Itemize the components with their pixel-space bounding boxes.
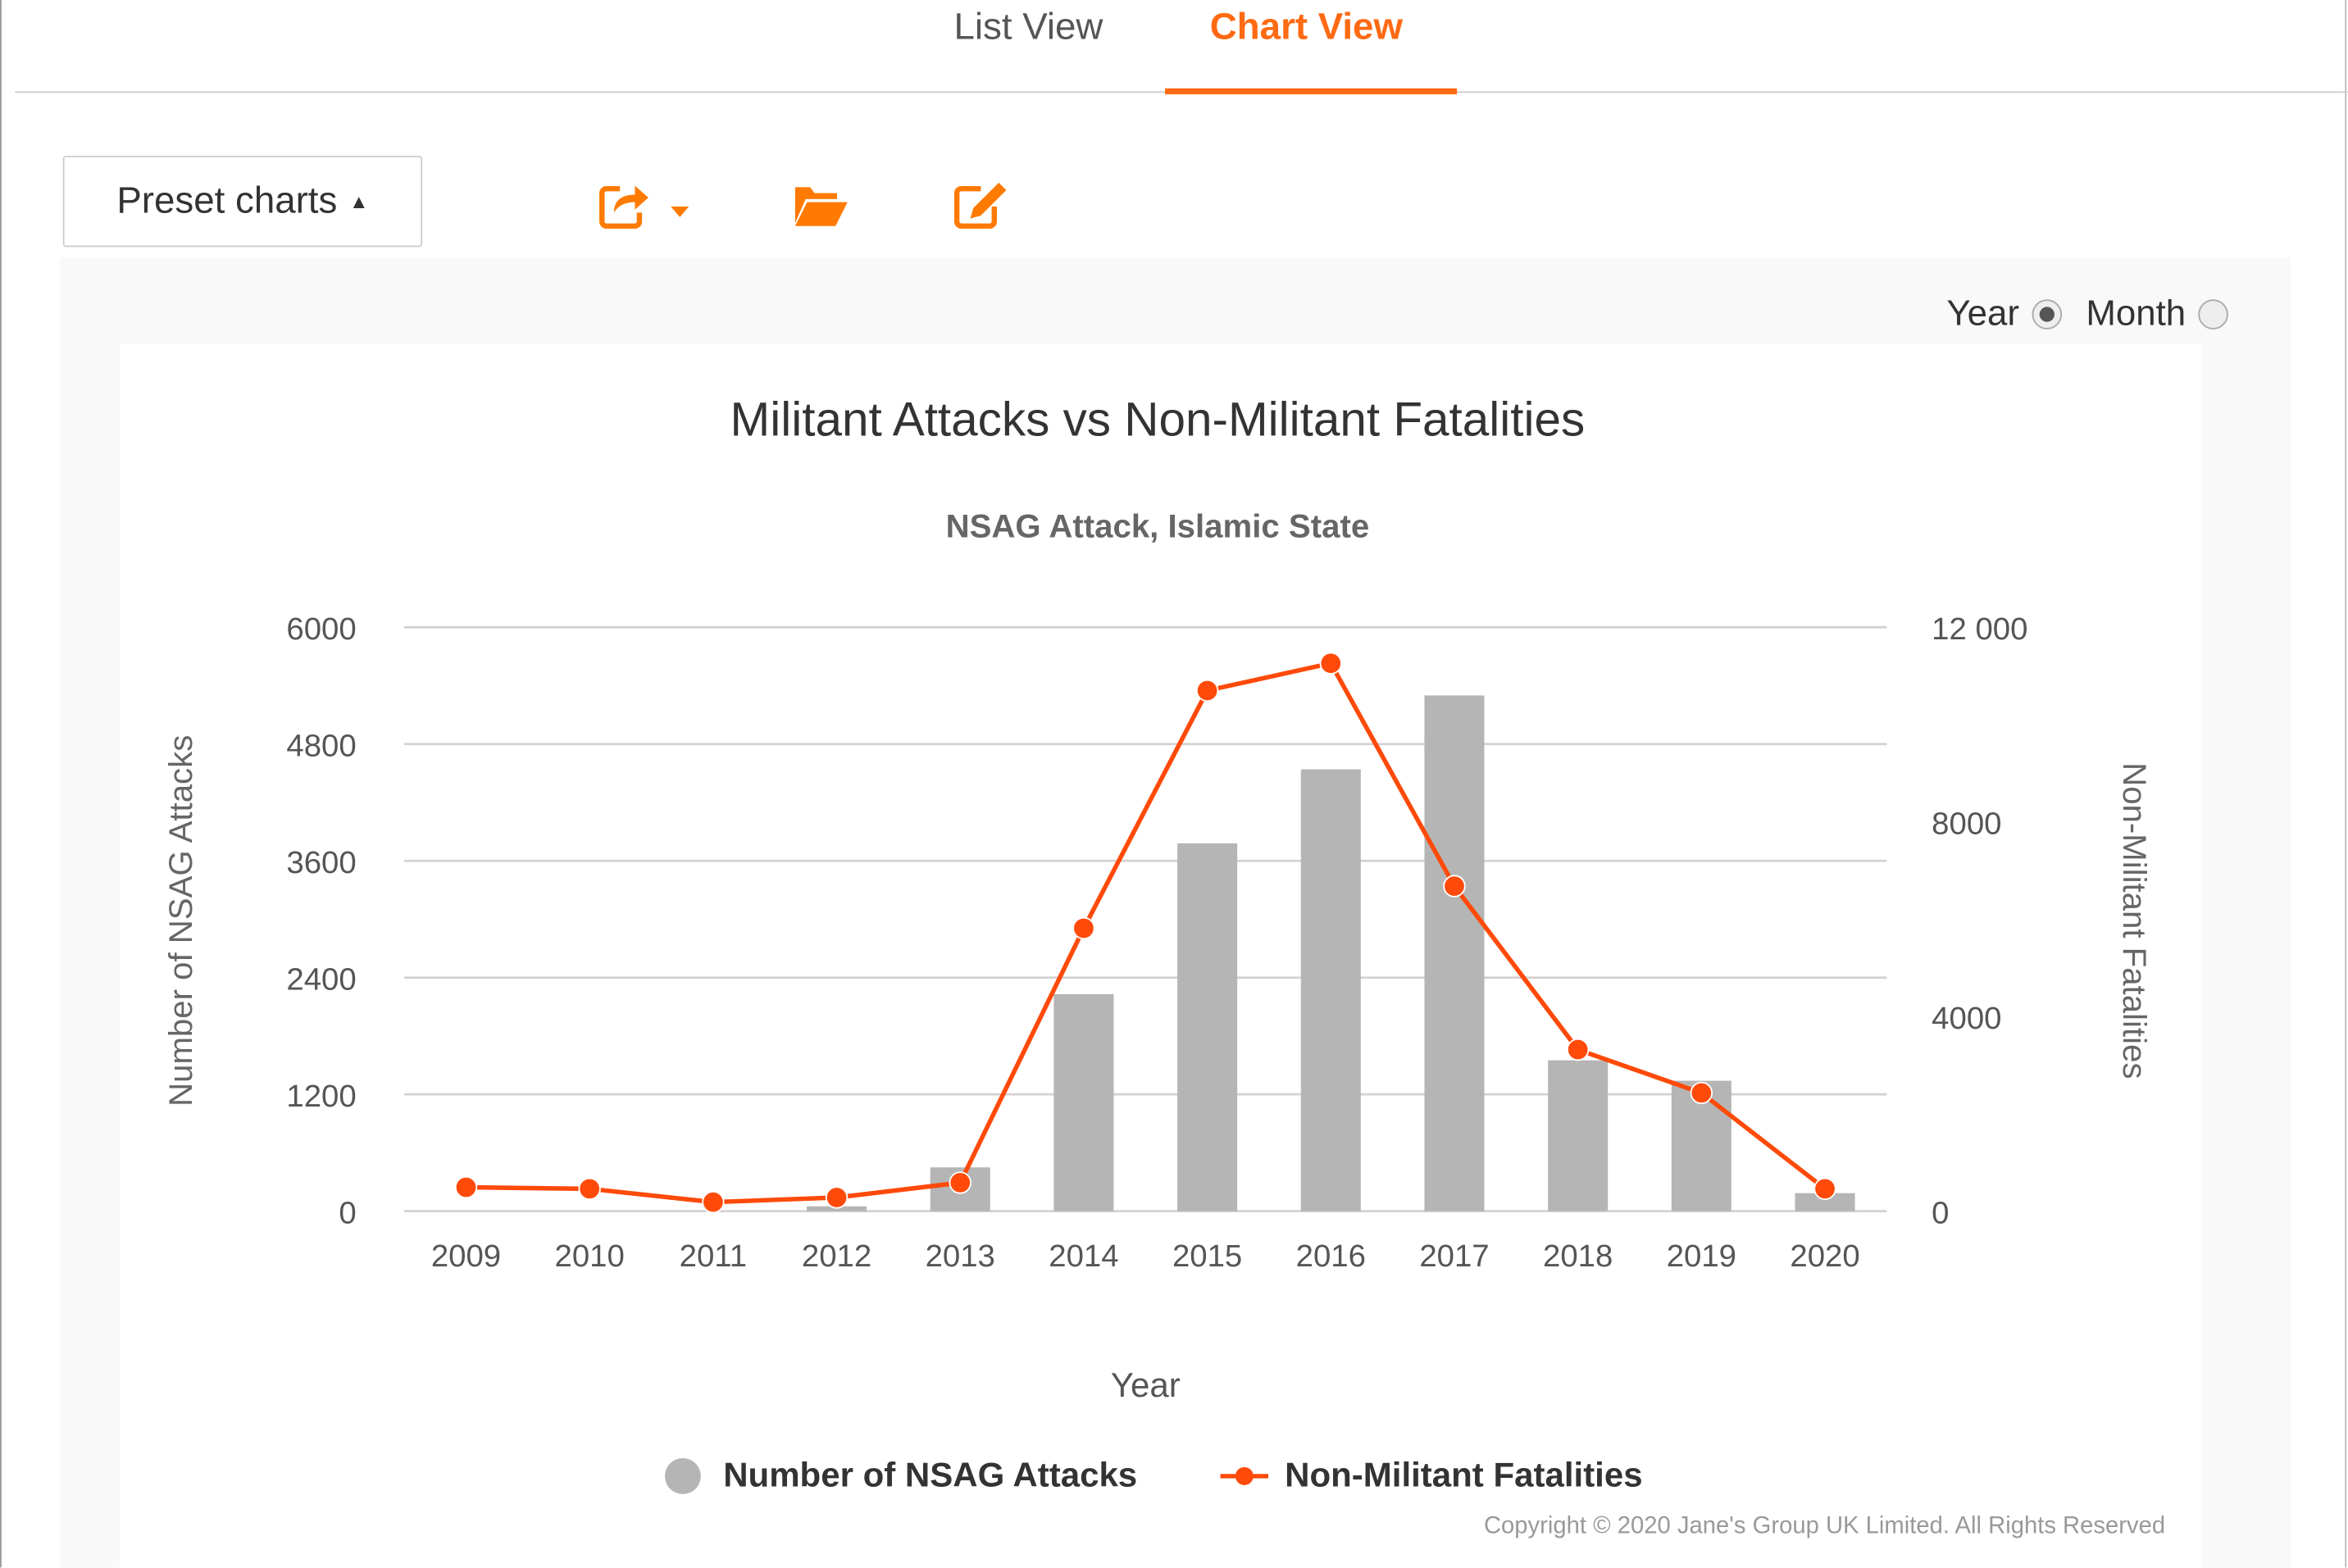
legend-label-fatalities: Non-Militant Fatalities [1285, 1455, 1643, 1494]
y-tick-label: 0 [339, 1195, 356, 1230]
x-axis-title: Year [1111, 1366, 1181, 1404]
month-radio[interactable] [2197, 299, 2228, 330]
y-tick-label: 3600 [286, 845, 356, 880]
x-tick-label: 2012 [802, 1238, 871, 1274]
y-tick-label: 6000 [286, 611, 356, 647]
caret-up-icon: ▲ [348, 189, 369, 213]
fatalities-point [1072, 916, 1095, 940]
bar [1053, 993, 1114, 1211]
share-button[interactable] [599, 180, 701, 238]
fatalities-point [702, 1190, 725, 1214]
period-month-option[interactable]: Month [2086, 293, 2228, 335]
fatalities-point [1566, 1038, 1590, 1061]
x-tick-label: 2014 [1049, 1238, 1118, 1274]
caret-down-icon [671, 207, 689, 217]
copyright-text: Copyright © 2020 Jane's Group UK Limited… [1483, 1513, 2166, 1539]
fatalities-point [1443, 875, 1466, 898]
chart-area [120, 344, 2201, 1568]
fatalities-point [949, 1171, 972, 1194]
x-tick-label: 2010 [555, 1238, 625, 1274]
x-tick-label: 2015 [1172, 1238, 1242, 1274]
year-radio[interactable] [2031, 299, 2062, 330]
x-tick-label: 2016 [1296, 1238, 1366, 1274]
bar [1177, 843, 1238, 1211]
y2-tick-label: 4000 [1932, 1001, 2001, 1036]
y-tick-label: 2400 [286, 961, 356, 997]
month-label: Month [2086, 293, 2186, 334]
y-axis-title: Number of NSAG Attacks [162, 735, 199, 1107]
preset-charts-label: Preset charts [116, 180, 338, 222]
x-tick-label: 2018 [1543, 1238, 1613, 1274]
y-tick-label: 4800 [286, 728, 356, 763]
year-label: Year [1946, 293, 2020, 334]
y2-tick-label: 0 [1932, 1195, 1949, 1230]
bar [1300, 769, 1361, 1211]
chart-subtitle: NSAG Attack, Islamic State [945, 507, 1370, 545]
legend-label-attacks: Number of NSAG Attacks [723, 1455, 1138, 1494]
fatalities-point [1319, 652, 1343, 675]
y2-axis-title: Non-Militant Fatalities [2116, 762, 2153, 1079]
x-tick-label: 2017 [1419, 1238, 1489, 1274]
legend-item-fatalities[interactable]: Non-Militant Fatalities [1219, 1455, 1643, 1495]
y2-tick-label: 12 000 [1932, 611, 2027, 647]
x-tick-label: 2009 [431, 1238, 501, 1274]
legend-line-marker-icon [1220, 1466, 1269, 1484]
folder-open-icon [794, 187, 848, 226]
share-icon [599, 185, 689, 229]
chart-title: Militant Attacks vs Non-Militant Fatalit… [730, 392, 1586, 447]
period-year-option[interactable]: Year [1946, 293, 2062, 335]
x-tick-label: 2013 [926, 1238, 995, 1274]
bar [1548, 1060, 1609, 1211]
window-border-right [2345, 0, 2347, 1568]
fatalities-point [1195, 679, 1219, 702]
fatalities-line [466, 661, 1827, 1205]
fatalities-point [454, 1175, 478, 1199]
open-folder-button[interactable] [792, 181, 849, 237]
window-border-left [0, 0, 2, 1568]
y-tick-label: 1200 [286, 1079, 356, 1114]
edit-chart-button[interactable] [953, 180, 1008, 238]
x-tick-label: 2019 [1667, 1238, 1736, 1274]
fatalities-point [825, 1186, 849, 1209]
x-tick-label: 2011 [680, 1238, 747, 1274]
preset-charts-button[interactable]: Preset charts ▲ [62, 155, 423, 248]
legend-circle-icon [664, 1457, 701, 1493]
legend-item-attacks[interactable]: Number of NSAG Attacks [664, 1455, 1138, 1495]
fatalities-point [1690, 1081, 1713, 1105]
edit-icon [953, 182, 1007, 229]
active-tab-indicator [1165, 88, 1458, 95]
y2-tick-label: 8000 [1932, 806, 2001, 841]
fatalities-point [1813, 1177, 1836, 1201]
fatalities-point [578, 1177, 601, 1201]
bar [1424, 695, 1485, 1211]
tab-list-view[interactable]: List View [953, 6, 1103, 48]
tab-chart-view[interactable]: Chart View [1209, 6, 1403, 48]
bar [1795, 1193, 1855, 1211]
x-tick-label: 2020 [1790, 1238, 1859, 1274]
